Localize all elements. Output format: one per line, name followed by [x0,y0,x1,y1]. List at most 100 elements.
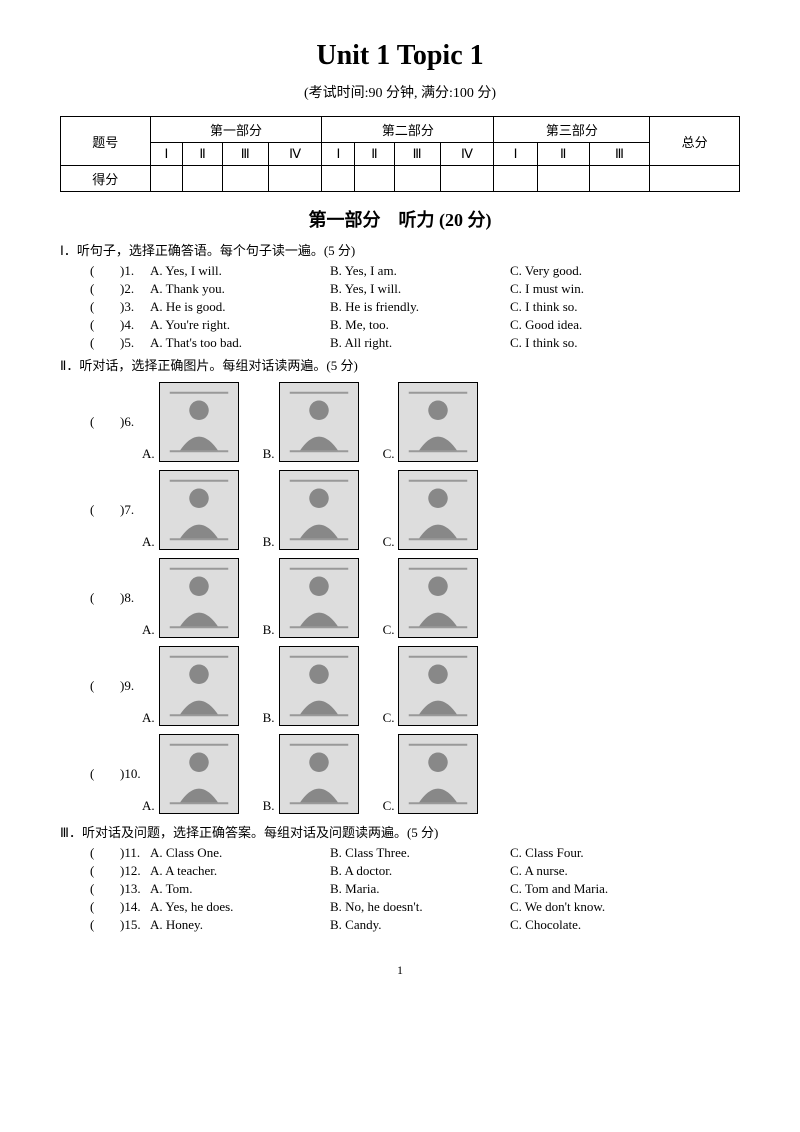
option-image-icon [159,734,239,814]
answer-blank[interactable]: ( [90,281,120,297]
answer-blank[interactable]: ( [90,317,120,333]
image-option: A. [142,734,239,814]
option-image-icon [279,470,359,550]
answer-blank[interactable]: ( [90,845,120,861]
option-label: B. [263,446,275,462]
instruction-text: Ⅲ．听对话及问题，选择正确答案。每组对话及问题读两遍。(5 分) [60,822,740,841]
option-label: A. [142,534,155,550]
instruction-text: Ⅱ．听对话，选择正确图片。每组对话读两遍。(5 分) [60,355,740,374]
option-label: C. [383,446,395,462]
option-image-icon [159,470,239,550]
score-cell[interactable] [150,166,183,192]
image-option: C. [383,734,479,814]
image-option: A. [142,558,239,638]
option-label: A. [142,798,155,814]
score-cell[interactable] [183,166,222,192]
option-image-icon [279,558,359,638]
score-cell[interactable] [322,166,355,192]
image-question-row: ()8.A.B.C. [60,558,740,638]
answer-blank[interactable]: ( [90,263,120,279]
answer-blank-close: )15. [120,917,150,933]
option-c: C. Class Four. [510,845,690,861]
header-cell: Ⅱ [355,143,394,166]
page-title: Unit 1 Topic 1 [60,40,740,72]
answer-blank-close: )4. [120,317,150,333]
answer-blank[interactable]: ( [90,678,120,694]
score-cell[interactable] [222,166,268,192]
image-option: A. [142,470,239,550]
option-image-icon [279,734,359,814]
header-cell: Ⅰ [494,143,537,166]
section-header: 第一部分 听力 (20 分) [60,206,740,232]
header-cell: Ⅱ [537,143,589,166]
option-image-icon [159,558,239,638]
option-a: A. He is good. [150,299,330,315]
score-cell[interactable] [650,166,740,192]
option-c: C. I think so. [510,299,690,315]
answer-blank[interactable]: ( [90,766,120,782]
image-option: C. [383,558,479,638]
question-row: ()3.A. He is good.B. He is friendly.C. I… [60,299,740,315]
option-b: B. Me, too. [330,317,510,333]
answer-blank-close: )6. [120,414,142,430]
header-cell: Ⅲ [222,143,268,166]
option-b: B. All right. [330,335,510,351]
header-cell: Ⅲ [589,143,650,166]
score-cell[interactable] [394,166,440,192]
option-b: B. Yes, I will. [330,281,510,297]
answer-blank[interactable]: ( [90,899,120,915]
option-image-icon [398,734,478,814]
option-b: B. No, he doesn't. [330,899,510,915]
option-a: A. You're right. [150,317,330,333]
option-label: B. [263,534,275,550]
header-cell: Ⅳ [440,143,494,166]
answer-blank-close: )9. [120,678,142,694]
table-row: Ⅰ Ⅱ Ⅲ Ⅳ Ⅰ Ⅱ Ⅲ Ⅳ Ⅰ Ⅱ Ⅲ [61,143,740,166]
page-number: 1 [60,963,740,978]
image-question-row: ()9.A. B. C. [60,646,740,726]
exam-subtitle: (考试时间:90 分钟, 满分:100 分) [60,82,740,102]
question-row: ()5.A. That's too bad.B. All right.C. I … [60,335,740,351]
answer-blank[interactable]: ( [90,881,120,897]
answer-blank[interactable]: ( [90,863,120,879]
option-label: C. [383,622,395,638]
image-option: C. [383,646,479,726]
option-b: B. A doctor. [330,863,510,879]
score-cell[interactable] [589,166,650,192]
answer-blank[interactable]: ( [90,335,120,351]
score-cell[interactable] [440,166,494,192]
option-a: A. A teacher. [150,863,330,879]
option-a: A. Yes, I will. [150,263,330,279]
score-cell[interactable] [494,166,537,192]
table-row: 得分 [61,166,740,192]
answer-blank[interactable]: ( [90,414,120,430]
option-label: C. [383,798,395,814]
option-label: C. [383,534,395,550]
answer-blank[interactable]: ( [90,917,120,933]
header-cell: 第二部分 [322,117,494,143]
question-row: ()1.A. Yes, I will.B. Yes, I am.C. Very … [60,263,740,279]
option-label: B. [263,710,275,726]
answer-blank[interactable]: ( [90,299,120,315]
image-option: B. [263,558,359,638]
image-question-row: ()7.A.B.C. [60,470,740,550]
option-image-icon [279,382,359,462]
answer-blank-close: )5. [120,335,150,351]
answer-blank[interactable]: ( [90,502,120,518]
image-question-row: ()6.A.B.C. [60,382,740,462]
option-label: A. [142,710,155,726]
score-table: 题号 第一部分 第二部分 第三部分 总分 Ⅰ Ⅱ Ⅲ Ⅳ Ⅰ Ⅱ Ⅲ Ⅳ Ⅰ Ⅱ… [60,116,740,192]
option-c: C. We don't know. [510,899,690,915]
score-cell[interactable] [355,166,394,192]
score-cell[interactable] [268,166,322,192]
answer-blank[interactable]: ( [90,590,120,606]
answer-blank-close: )3. [120,299,150,315]
option-a: A. Thank you. [150,281,330,297]
option-c: C. Very good. [510,263,690,279]
header-cell: Ⅰ [322,143,355,166]
option-b: B. Maria. [330,881,510,897]
score-cell[interactable] [537,166,589,192]
option-a: A. Class One. [150,845,330,861]
option-b: B. Candy. [330,917,510,933]
image-option: A. [142,646,239,726]
